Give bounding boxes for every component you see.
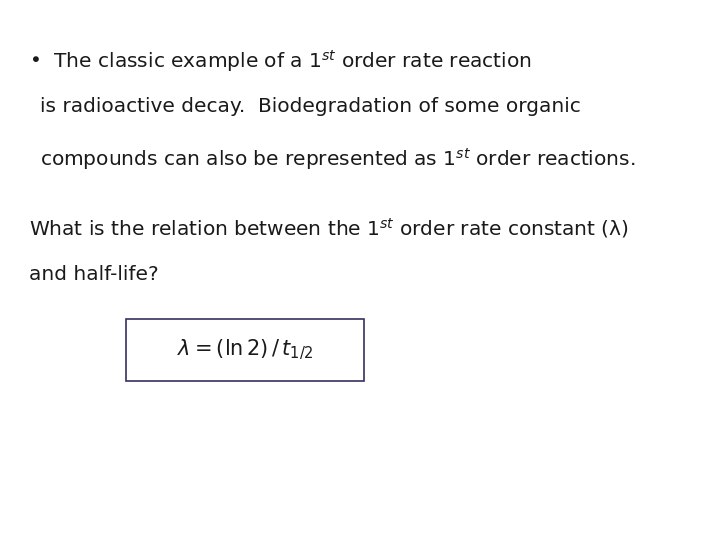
Text: $\lambda = (\ln 2)\, /\, t_{1/2}$: $\lambda = (\ln 2)\, /\, t_{1/2}$ [176,338,313,362]
Text: is radioactive decay.  Biodegradation of some organic: is radioactive decay. Biodegradation of … [40,97,580,116]
Text: compounds can also be represented as 1$^{st}$ order reactions.: compounds can also be represented as 1$^… [40,146,635,172]
Text: What is the relation between the 1$^{st}$ order rate constant (λ): What is the relation between the 1$^{st}… [29,216,629,240]
Text: and half-life?: and half-life? [29,265,158,284]
Text: •  The classic example of a 1$^{st}$ order rate reaction: • The classic example of a 1$^{st}$ orde… [29,49,531,75]
FancyBboxPatch shape [126,319,364,381]
